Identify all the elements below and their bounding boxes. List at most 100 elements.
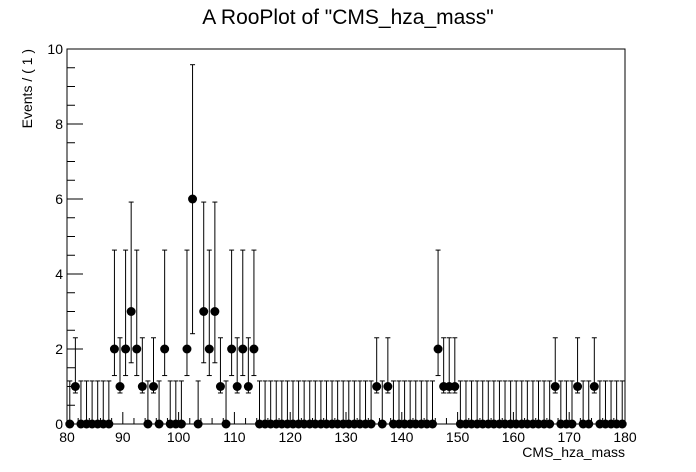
data-point — [366, 380, 376, 429]
data-marker — [249, 344, 259, 354]
data-point — [115, 337, 125, 394]
data-marker — [366, 419, 376, 429]
y-tick-label: 0 — [55, 416, 63, 432]
data-point — [433, 249, 443, 377]
y-tick-label: 6 — [55, 191, 63, 207]
data-point — [232, 337, 242, 394]
data-marker — [121, 344, 131, 354]
data-point — [377, 380, 387, 429]
data-point — [383, 337, 393, 394]
data-point — [238, 249, 248, 377]
data-marker — [115, 382, 125, 391]
data-marker — [377, 419, 387, 429]
data-point — [199, 201, 209, 364]
data-marker — [143, 419, 153, 429]
data-point — [182, 249, 192, 377]
x-tick-label: 170 — [558, 429, 582, 445]
data-marker — [545, 419, 555, 429]
x-tick-label: 120 — [279, 429, 303, 445]
x-tick-label: 80 — [59, 429, 75, 445]
x-tick-label: 100 — [167, 429, 191, 445]
data-point — [372, 337, 382, 394]
data-marker — [210, 307, 220, 316]
data-point — [550, 337, 560, 394]
data-marker — [160, 344, 170, 354]
data-point — [427, 380, 437, 429]
x-tick-label: 160 — [502, 429, 526, 445]
data-marker — [154, 419, 164, 429]
y-axis-label: Events / ( 1 ) — [19, 49, 35, 128]
data-point — [545, 380, 555, 429]
x-tick-label: 130 — [334, 429, 358, 445]
data-marker — [176, 419, 186, 429]
y-tick-label: 2 — [55, 341, 63, 357]
data-point — [109, 249, 119, 377]
data-point — [573, 337, 583, 394]
x-tick-label: 180 — [613, 429, 637, 445]
data-marker — [204, 344, 214, 354]
data-marker — [65, 419, 75, 429]
data-marker — [550, 382, 560, 391]
data-point — [221, 380, 231, 429]
x-tick-label: 150 — [446, 429, 470, 445]
data-marker — [70, 382, 80, 391]
y-tick-label: 4 — [55, 266, 63, 282]
data-marker — [589, 382, 599, 391]
data-point — [176, 380, 186, 429]
data-point — [193, 380, 203, 429]
data-point — [154, 380, 164, 429]
data-point — [617, 380, 627, 429]
data-point — [589, 337, 599, 394]
data-point — [243, 337, 253, 394]
data-marker — [182, 344, 192, 354]
data-point — [227, 249, 237, 377]
data-marker — [215, 382, 225, 391]
data-marker — [199, 307, 209, 316]
data-marker — [193, 419, 203, 429]
data-point — [160, 249, 170, 377]
y-tick-label: 8 — [55, 116, 63, 132]
data-marker — [109, 344, 119, 354]
data-marker — [148, 382, 158, 391]
data-marker — [227, 344, 237, 354]
x-tick-label: 110 — [223, 429, 246, 445]
data-marker — [567, 419, 577, 429]
data-marker — [573, 382, 583, 391]
y-axis: 0 2 4 6 8 10 — [47, 41, 83, 432]
data-point — [137, 337, 147, 394]
data-marker — [383, 382, 393, 391]
data-marker — [372, 382, 382, 391]
data-point — [132, 249, 142, 377]
data-marker — [104, 419, 114, 429]
x-axis-label: CMS_hza_mass — [522, 444, 625, 460]
data-point — [210, 201, 220, 364]
x-axis: 80 90 100 110 120 130 140 150 160 170 180 — [59, 412, 637, 445]
data-points — [65, 64, 627, 429]
data-point — [444, 337, 454, 394]
data-point — [70, 337, 80, 394]
y-tick-label: 10 — [47, 41, 63, 57]
data-point — [65, 380, 75, 429]
plot-frame — [66, 48, 626, 425]
data-point — [143, 380, 153, 429]
data-point — [126, 201, 136, 364]
data-marker — [584, 419, 594, 429]
data-marker — [617, 419, 627, 429]
data-point — [104, 380, 114, 429]
data-point — [148, 337, 158, 394]
data-marker — [232, 382, 242, 391]
data-marker — [126, 307, 136, 316]
chart-title: A RooPlot of "CMS_hza_mass" — [202, 6, 494, 29]
x-tick-label: 140 — [390, 429, 414, 445]
data-marker — [450, 382, 460, 391]
data-point — [121, 249, 131, 377]
data-point — [450, 337, 460, 394]
data-point — [215, 337, 225, 394]
data-marker — [188, 194, 198, 204]
data-marker — [132, 344, 142, 354]
data-point — [249, 249, 259, 377]
data-marker — [427, 419, 437, 429]
data-marker — [137, 382, 147, 391]
data-point — [204, 249, 214, 377]
